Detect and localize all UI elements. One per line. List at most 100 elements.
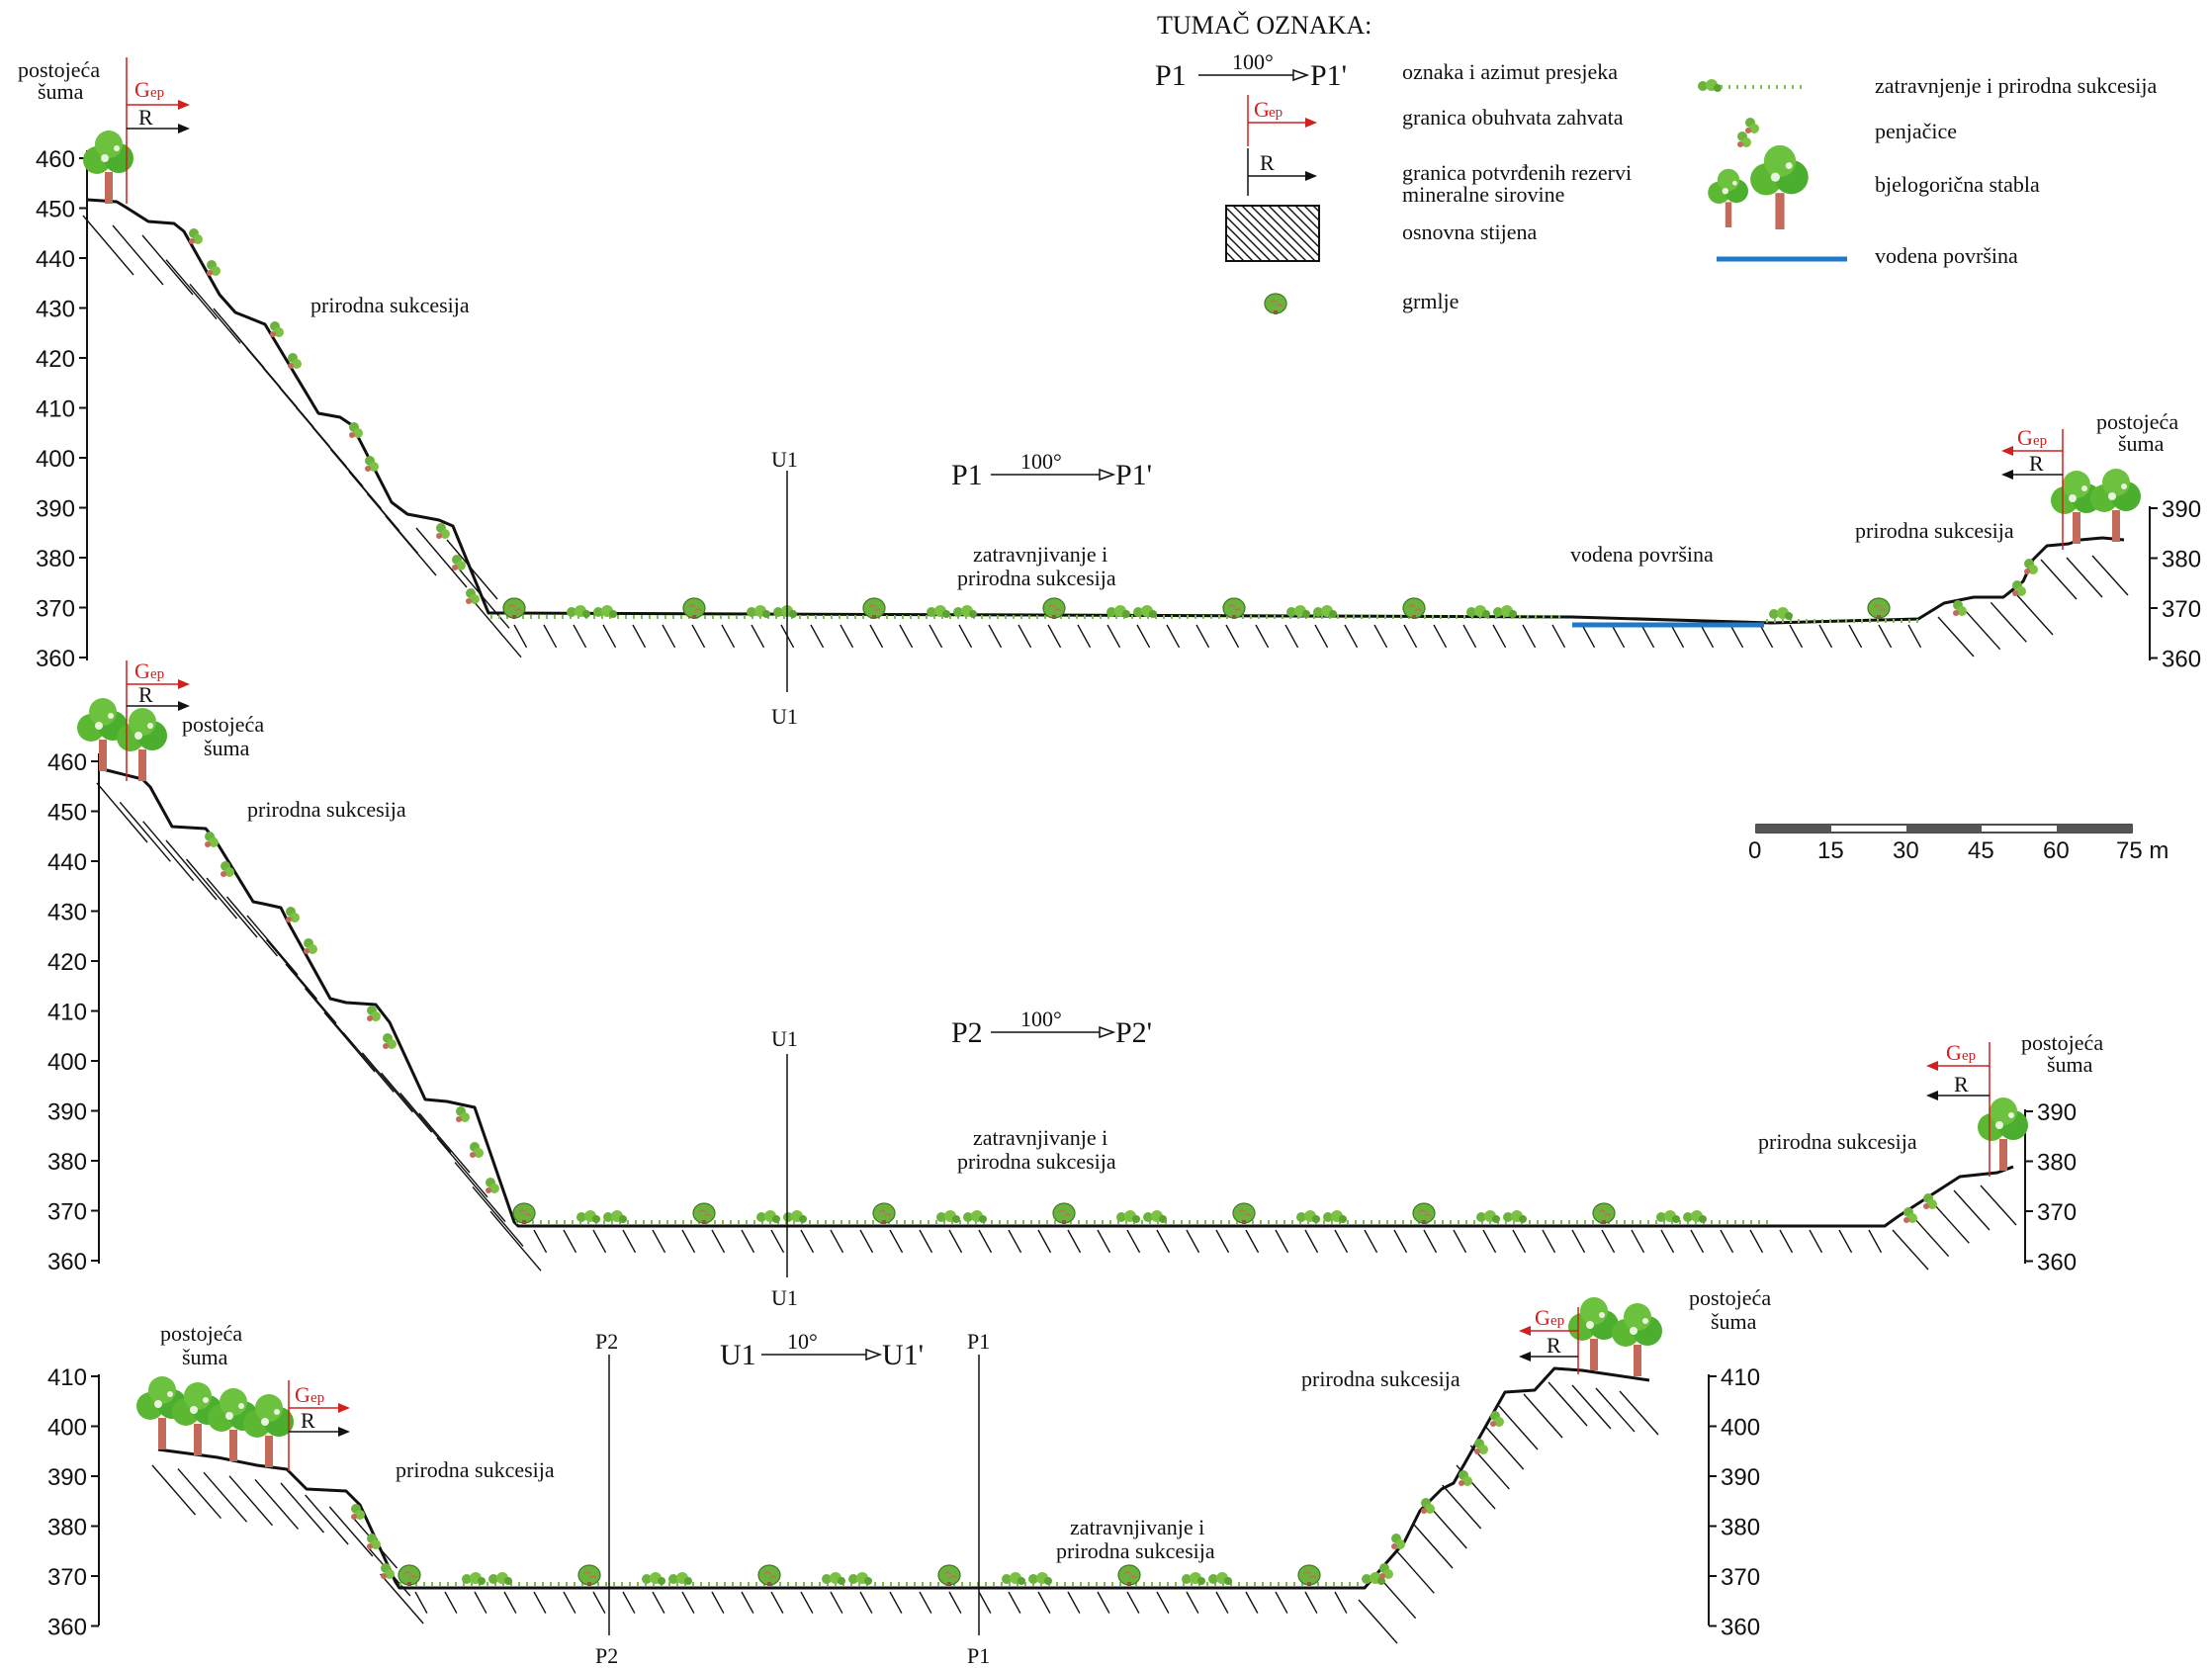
u1-crossing-p1-bottom: P1 <box>967 1643 990 1668</box>
u1-grass-label-l2: prirodna sukcesija <box>1056 1538 1215 1563</box>
u1-gep-left: G <box>295 1382 310 1407</box>
s0-right-tick-380: 380 <box>2162 547 2201 573</box>
p1-r-right: R <box>2029 451 2044 476</box>
u1-left-forest: postojeća šuma <box>136 1321 294 1467</box>
legend-r-letter: R <box>1260 150 1275 175</box>
s0-left-tick-430: 430 <box>36 297 75 323</box>
u1-right-axis: 410 400 390 380 370 360 <box>1708 1364 1760 1641</box>
p1-grass-label-l2: prirodna sukcesija <box>957 566 1116 590</box>
s1-right-tick-380: 380 <box>2037 1150 2077 1177</box>
u1-title: U1 10° U1' <box>720 1329 924 1371</box>
p1-gep-right-sub: ep <box>2033 433 2047 449</box>
scale-tick-60: 60 <box>2043 837 2070 864</box>
p2-left-boundaries: G ep R <box>126 658 190 781</box>
p1-left-forest: postojeća šuma <box>18 57 133 204</box>
p1-forest-left-l2: šuma <box>38 79 84 104</box>
u1-forest-right-l1: postojeća <box>1689 1285 1771 1310</box>
u1-title-angle: 10° <box>787 1329 818 1354</box>
p2-crossing-bottom: U1 <box>771 1285 798 1310</box>
p1-grass-label-l1: zatravnjivanje i <box>973 542 1107 567</box>
p1-title: P1 100° P1' <box>951 449 1152 491</box>
p2-title-from: P2 <box>951 1016 983 1049</box>
u1-succession-right: prirodna sukcesija <box>1301 1366 1460 1391</box>
legend-shrub-symbol: grmlje <box>1264 289 1459 315</box>
s2-right-tick-390: 390 <box>1721 1464 1760 1491</box>
scale-tick-0: 0 <box>1748 837 1761 864</box>
s1-left-tick-430: 430 <box>47 900 87 926</box>
legend-tree-symbol: bjelogorična stabla <box>1708 144 2040 229</box>
s1-right-tick-390: 390 <box>2037 1099 2077 1126</box>
p2-title: P2 100° P2' <box>951 1007 1152 1049</box>
p1-right-axis: 390 380 370 360 <box>2149 496 2201 673</box>
legend-item-r-text2: mineralne sirovine <box>1402 182 1564 207</box>
u1-crossing-p2: P2 P2 <box>595 1329 618 1668</box>
u1-crossing-p1: P1 P1 <box>967 1329 990 1668</box>
legend-grass-symbol: zatravnjenje i prirodna sukcesija <box>1698 73 2158 98</box>
s0-left-tick-440: 440 <box>36 246 75 273</box>
p1-left-boundaries: G ep R <box>126 57 190 204</box>
p1-forest-right-l2: šuma <box>2118 431 2165 456</box>
p2-r-right: R <box>1954 1072 1969 1097</box>
p2-title-to: P2' <box>1115 1016 1152 1049</box>
legend-r-symbol: R granica potvrđenih rezervi mineralne s… <box>1247 148 1632 207</box>
u1-gep-right-sub: ep <box>1550 1313 1564 1329</box>
s2-left-tick-380: 380 <box>47 1515 87 1541</box>
u1-forest-right-l2: šuma <box>1711 1309 1757 1334</box>
u1-forest-left-l1: postojeća <box>160 1321 242 1346</box>
p1-title-angle: 100° <box>1020 449 1062 474</box>
p2-right-forest: postojeća šuma <box>1978 1030 2103 1171</box>
legend-section-to: P1' <box>1310 59 1347 92</box>
legend-item-shrub-text: grmlje <box>1402 289 1459 313</box>
legend-item-section-text: oznaka i azimut presjeka <box>1402 59 1618 84</box>
p1-crossing-top: U1 <box>771 447 798 472</box>
p1-succession-right: prirodna sukcesija <box>1855 518 2014 543</box>
s0-left-tick-400: 400 <box>36 446 75 473</box>
u1-grass-label-l1: zatravnjivanje i <box>1070 1515 1204 1539</box>
u1-bedrock-hatch <box>151 1381 1659 1644</box>
p1-right-forest: postojeća šuma <box>2051 409 2178 544</box>
legend-item-r-text1: granica potvrđenih rezervi <box>1402 160 1632 185</box>
u1-right-forest: postojeća šuma <box>1568 1285 1771 1376</box>
s2-left-tick-410: 410 <box>47 1364 87 1391</box>
s2-left-tick-400: 400 <box>47 1415 87 1442</box>
legend-item-water-text: vodena površina <box>1875 243 2018 268</box>
p2-gep-left: G <box>134 658 150 683</box>
legend-climber-symbol: penjačice <box>1737 118 1957 147</box>
s1-left-tick-410: 410 <box>47 1000 87 1026</box>
p1-crossing-bottom: U1 <box>771 704 798 729</box>
u1-title-to: U1' <box>882 1339 924 1371</box>
p1-forest-right-l1: postojeća <box>2096 409 2178 434</box>
legend-bedrock-symbol: osnovna stijena <box>1225 205 1537 262</box>
legend-water-symbol: vodena površina <box>1717 243 2018 268</box>
s0-left-tick-380: 380 <box>36 546 75 572</box>
s1-left-tick-360: 360 <box>47 1249 87 1275</box>
p2-crossing-top: U1 <box>771 1026 798 1051</box>
legend-item-grass-text: zatravnjenje i prirodna sukcesija <box>1875 73 2158 98</box>
u1-terrain-profile <box>157 1366 1650 1590</box>
u1-crossing-p2-top: P2 <box>595 1329 618 1354</box>
s1-right-tick-360: 360 <box>2037 1250 2077 1276</box>
u1-succession-left: prirodna sukcesija <box>396 1457 555 1482</box>
u1-crossing-p1-top: P1 <box>967 1329 990 1354</box>
p2-r-left: R <box>138 682 153 707</box>
s1-left-tick-420: 420 <box>47 949 87 976</box>
p2-terrain-profile <box>102 767 2014 1228</box>
s0-left-tick-460: 460 <box>36 146 75 173</box>
s2-left-tick-360: 360 <box>47 1615 87 1641</box>
u1-gep-left-sub: ep <box>310 1390 324 1406</box>
s1-left-tick-390: 390 <box>47 1099 87 1126</box>
u1-gep-right: G <box>1535 1305 1550 1330</box>
u1-left-boundaries: G ep R <box>288 1380 350 1471</box>
s1-left-tick-400: 400 <box>47 1049 87 1076</box>
s0-left-tick-450: 450 <box>36 197 75 223</box>
p1-title-from: P1 <box>951 459 983 491</box>
scale-tick-45: 45 <box>1968 837 1994 864</box>
u1-title-from: U1 <box>720 1339 756 1371</box>
p2-gep-left-sub: ep <box>150 666 164 682</box>
u1-r-left: R <box>301 1408 315 1433</box>
p1-crossing-u1: U1 U1 <box>771 447 798 729</box>
p2-forest-right-l1: postojeća <box>2021 1030 2103 1055</box>
p1-water-label: vodena površina <box>1570 542 1714 567</box>
legend-title: TUMAČ OZNAKA: <box>1157 11 1371 40</box>
